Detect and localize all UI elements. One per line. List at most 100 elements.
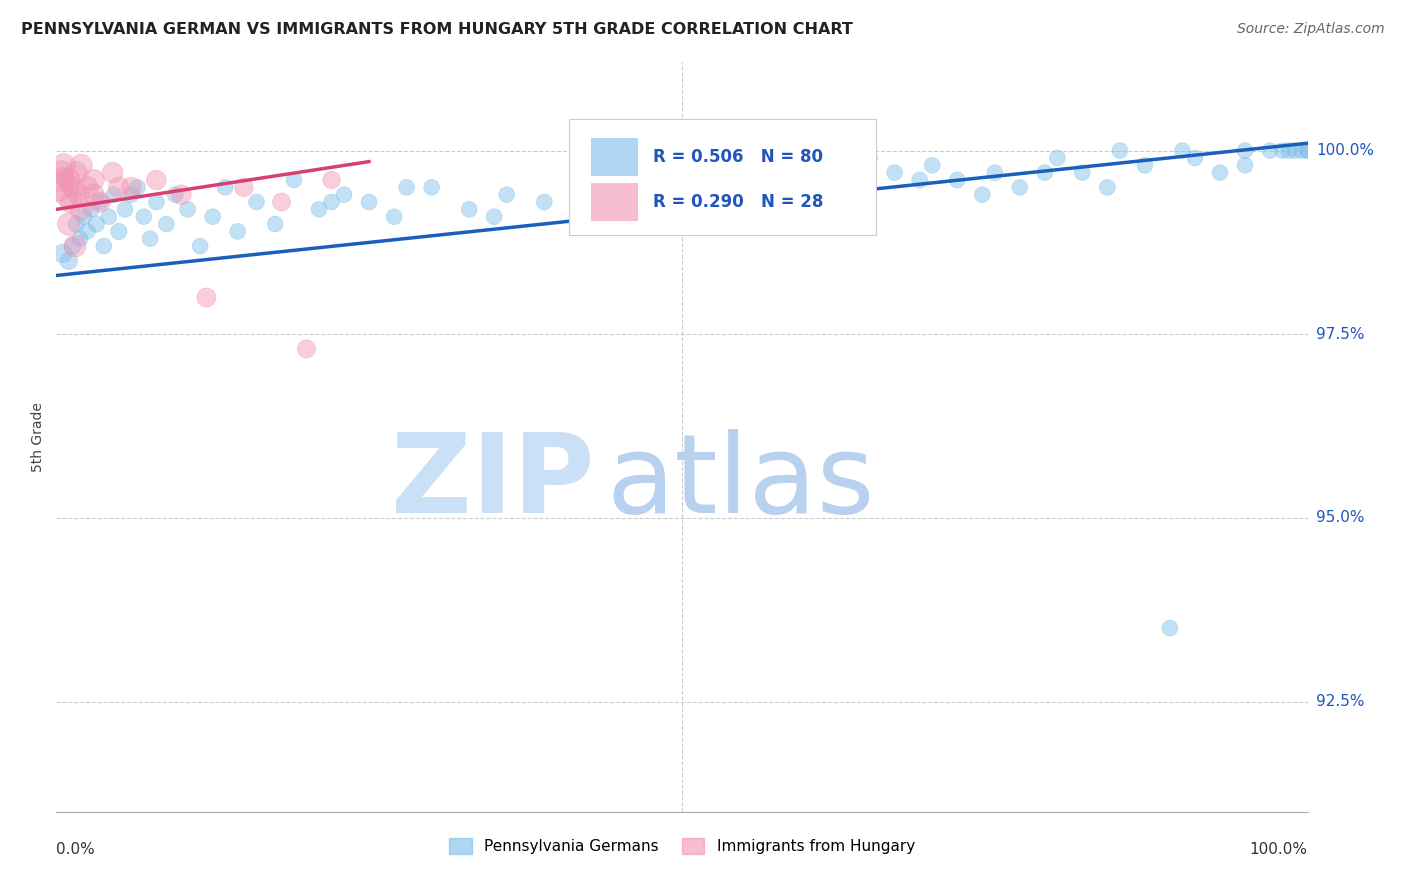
Text: 95.0%: 95.0% xyxy=(1316,510,1364,525)
Point xyxy=(1133,158,1156,172)
Point xyxy=(1234,158,1257,172)
Point xyxy=(1033,166,1056,180)
Text: 92.5%: 92.5% xyxy=(1316,694,1364,709)
Point xyxy=(58,253,80,268)
Point xyxy=(1046,151,1069,165)
Point xyxy=(108,224,131,238)
Point xyxy=(495,187,517,202)
Text: 100.0%: 100.0% xyxy=(1316,143,1374,158)
Point xyxy=(1271,144,1294,158)
Y-axis label: 5th Grade: 5th Grade xyxy=(31,402,45,472)
Point xyxy=(1109,144,1132,158)
Point xyxy=(633,180,655,194)
Point xyxy=(120,187,142,202)
Text: 0.0%: 0.0% xyxy=(56,842,96,857)
Point xyxy=(295,342,318,356)
Point xyxy=(67,187,90,202)
Point xyxy=(65,166,87,180)
Point xyxy=(420,180,443,194)
Point xyxy=(80,202,103,217)
Point xyxy=(1184,151,1206,165)
Point xyxy=(65,217,87,231)
Point xyxy=(1284,144,1306,158)
Text: 100.0%: 100.0% xyxy=(1250,842,1308,857)
Point xyxy=(1258,144,1281,158)
Point xyxy=(84,217,107,231)
Point xyxy=(946,173,969,187)
Point xyxy=(60,194,83,209)
Point xyxy=(721,202,744,217)
FancyBboxPatch shape xyxy=(591,183,638,220)
Point xyxy=(1296,144,1319,158)
Point xyxy=(101,166,124,180)
Point xyxy=(883,166,905,180)
Text: Source: ZipAtlas.com: Source: ZipAtlas.com xyxy=(1237,22,1385,37)
Point xyxy=(132,210,155,224)
Point xyxy=(1008,180,1031,194)
Point xyxy=(58,173,80,187)
Point xyxy=(176,202,198,217)
Point xyxy=(62,180,84,194)
Point xyxy=(533,194,555,209)
Point xyxy=(1097,180,1119,194)
Point xyxy=(89,194,111,209)
Point xyxy=(114,202,136,217)
Point xyxy=(97,210,120,224)
Point xyxy=(83,187,105,202)
Point xyxy=(70,202,93,217)
Point xyxy=(984,166,1007,180)
FancyBboxPatch shape xyxy=(591,138,638,176)
Point xyxy=(1171,144,1194,158)
Point xyxy=(145,173,167,187)
Point xyxy=(145,194,167,209)
Text: 97.5%: 97.5% xyxy=(1316,326,1364,342)
Point xyxy=(484,210,506,224)
Point xyxy=(52,158,75,172)
Point xyxy=(696,173,718,187)
Point xyxy=(921,158,943,172)
Point xyxy=(1209,166,1232,180)
Point xyxy=(103,187,125,202)
Point xyxy=(734,166,756,180)
Point xyxy=(76,224,98,238)
Point xyxy=(69,232,91,246)
Point xyxy=(821,187,844,202)
Point xyxy=(51,166,73,180)
Point xyxy=(48,180,70,194)
Point xyxy=(1071,166,1094,180)
Point xyxy=(796,158,818,172)
Point xyxy=(63,239,86,253)
Point xyxy=(76,180,98,194)
Text: PENNSYLVANIA GERMAN VS IMMIGRANTS FROM HUNGARY 5TH GRADE CORRELATION CHART: PENNSYLVANIA GERMAN VS IMMIGRANTS FROM H… xyxy=(21,22,853,37)
Point xyxy=(321,173,343,187)
Point xyxy=(195,291,218,305)
Point xyxy=(155,217,177,231)
Point xyxy=(51,246,73,260)
Point xyxy=(201,210,224,224)
Point xyxy=(308,202,330,217)
Point xyxy=(245,194,267,209)
Point xyxy=(908,173,931,187)
Point xyxy=(55,187,77,202)
Text: ZIP: ZIP xyxy=(391,428,595,535)
Text: R = 0.290   N = 28: R = 0.290 N = 28 xyxy=(654,193,824,211)
Legend: Pennsylvania Germans, Immigrants from Hungary: Pennsylvania Germans, Immigrants from Hu… xyxy=(443,832,921,860)
Point xyxy=(120,180,142,194)
Point xyxy=(583,210,606,224)
Point xyxy=(972,187,994,202)
Point xyxy=(1296,144,1319,158)
Point xyxy=(170,187,193,202)
Text: R = 0.506   N = 80: R = 0.506 N = 80 xyxy=(654,148,823,166)
Point xyxy=(783,180,806,194)
Point xyxy=(264,217,287,231)
Point xyxy=(1159,621,1181,635)
Point xyxy=(51,173,73,187)
Point xyxy=(62,239,84,253)
Point xyxy=(395,180,418,194)
Point xyxy=(58,217,80,231)
Point xyxy=(1278,144,1301,158)
Point xyxy=(846,194,869,209)
Point xyxy=(83,173,105,187)
Point xyxy=(645,173,668,187)
Point xyxy=(382,210,405,224)
